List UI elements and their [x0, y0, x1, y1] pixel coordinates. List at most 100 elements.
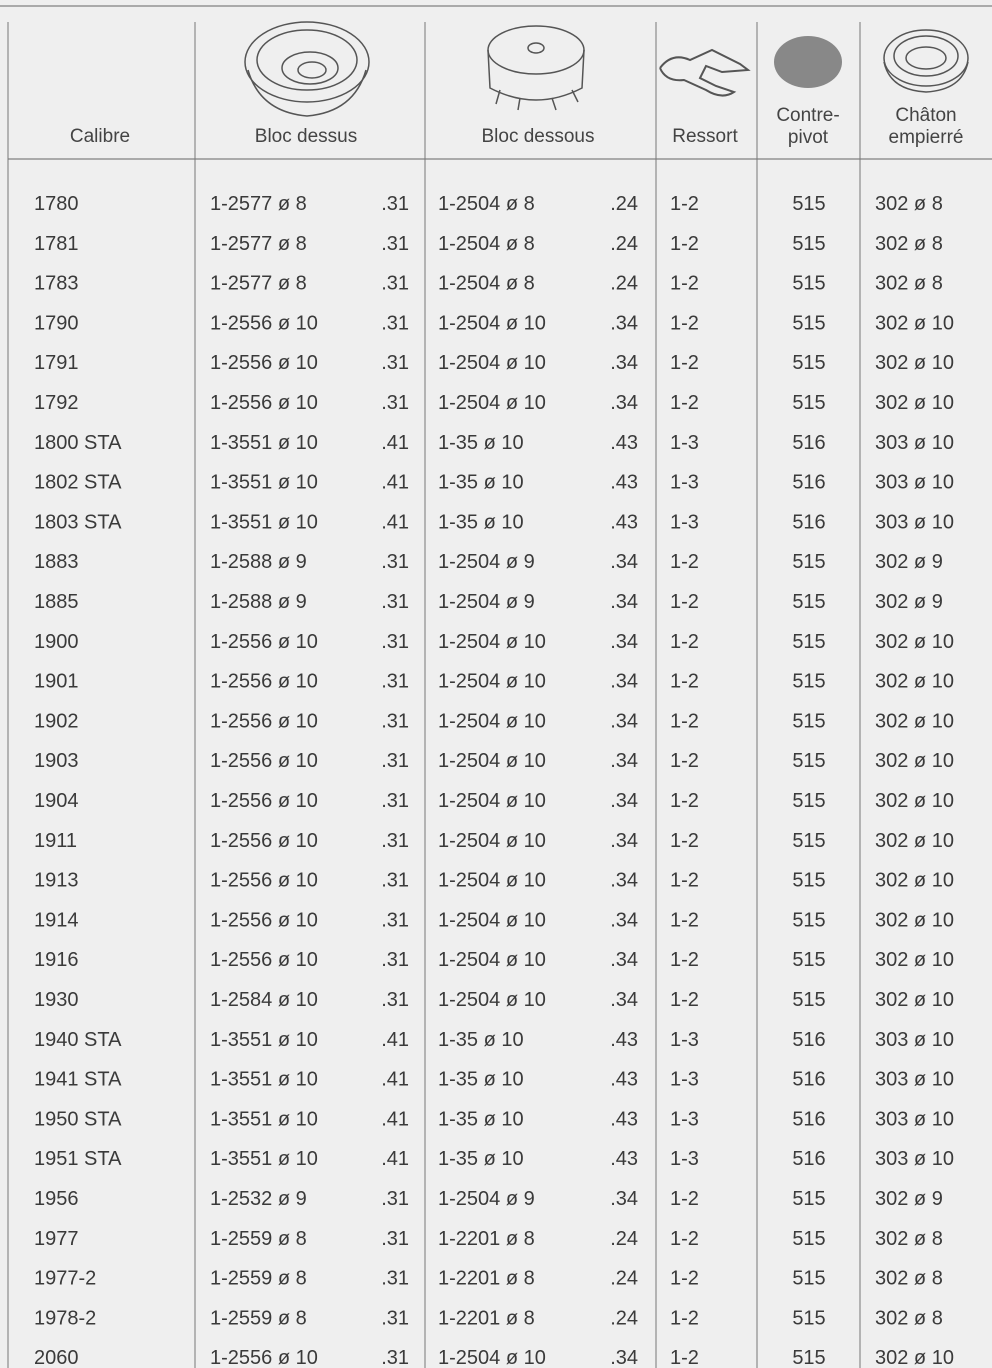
table-cell: 302 ø 10 [875, 312, 954, 334]
table-cell: 1-2504 ø 10 [438, 949, 546, 971]
table-cell: 1-2556 ø 10 [210, 949, 318, 971]
table-cell: .41 [381, 1148, 409, 1170]
table-cell: 1-2556 ø 10 [210, 909, 318, 931]
table-cell: 303 ø 10 [875, 1069, 954, 1091]
table-cell: 1951 STA [34, 1148, 122, 1170]
table-cell: .31 [381, 312, 409, 334]
table-cell: 1-2 [670, 909, 699, 931]
table-cell: 1-2556 ø 10 [210, 312, 318, 334]
table-cell: .43 [610, 1108, 638, 1130]
table-cell: 303 ø 10 [875, 511, 954, 533]
table-cell: 303 ø 10 [875, 1148, 954, 1170]
table-cell: .34 [610, 909, 638, 931]
table-cell: 302 ø 9 [875, 591, 943, 613]
table-cell: 1-2556 ø 10 [210, 1347, 318, 1368]
table-cell: 1-2577 ø 8 [210, 193, 307, 215]
header-cell: Calibre [70, 126, 130, 147]
table-cell: .41 [381, 472, 409, 494]
table-cell: 515 [792, 870, 825, 892]
chaton-icon [884, 30, 968, 92]
table-cell: .34 [610, 790, 638, 812]
table-cell: 1-35 ø 10 [438, 1108, 524, 1130]
table-cell: 515 [792, 909, 825, 931]
table-cell: .41 [381, 1069, 409, 1091]
table-cell: .31 [381, 193, 409, 215]
table-cell: 516 [792, 472, 825, 494]
table-cell: .34 [610, 750, 638, 772]
table-cell: 1-2 [670, 233, 699, 255]
table-cell: .34 [610, 312, 638, 334]
table-cell: 1-3 [670, 472, 699, 494]
table-cell: .34 [610, 1347, 638, 1368]
table-cell: 1901 [34, 671, 79, 693]
table-cell: 302 ø 10 [875, 1347, 954, 1368]
table-cell: 1-2 [670, 591, 699, 613]
table-cell: 303 ø 10 [875, 432, 954, 454]
table-cell: 1791 [34, 352, 79, 374]
table-cell: .43 [610, 432, 638, 454]
table-cell: 515 [792, 830, 825, 852]
table-cell: 1-2 [670, 1188, 699, 1210]
table-cell: 1-2504 ø 9 [438, 551, 535, 573]
table-cell: .31 [381, 591, 409, 613]
table-cell: 1900 [34, 631, 79, 653]
table-cell: .31 [381, 989, 409, 1011]
table-cell: 302 ø 9 [875, 1188, 943, 1210]
table-cell: 515 [792, 989, 825, 1011]
table-cell: 302 ø 10 [875, 989, 954, 1011]
table-cell: .31 [381, 909, 409, 931]
table-cell: 1950 STA [34, 1108, 122, 1130]
header-cell: Contre- [776, 105, 839, 126]
header-cell: Châton [895, 105, 956, 126]
table-cell: 1-2201 ø 8 [438, 1228, 535, 1250]
table-cell: 515 [792, 631, 825, 653]
table-cell: 1-2559 ø 8 [210, 1268, 307, 1290]
table-cell: 2060 [34, 1347, 79, 1368]
table-cell: 1883 [34, 551, 79, 573]
table-cell: 302 ø 10 [875, 790, 954, 812]
table-cell: 1-35 ø 10 [438, 432, 524, 454]
table-cell: 302 ø 10 [875, 830, 954, 852]
table-cell: 515 [792, 193, 825, 215]
table-cell: .41 [381, 1108, 409, 1130]
table-cell: .34 [610, 392, 638, 414]
table-cell: .31 [381, 273, 409, 295]
table-cell: .43 [610, 1148, 638, 1170]
table-cell: .43 [610, 1029, 638, 1051]
table-cell: 1-3551 ø 10 [210, 511, 318, 533]
table-cell: .31 [381, 1188, 409, 1210]
table-cell: 1-3551 ø 10 [210, 472, 318, 494]
table-cell: .34 [610, 591, 638, 613]
table-cell: 1-2504 ø 10 [438, 870, 546, 892]
table-cell: 302 ø 10 [875, 949, 954, 971]
table-cell: 515 [792, 949, 825, 971]
table-cell: 1903 [34, 750, 79, 772]
table-cell: 1-2504 ø 8 [438, 193, 535, 215]
table-cell: 1-2556 ø 10 [210, 870, 318, 892]
table-cell: 1-2577 ø 8 [210, 233, 307, 255]
table-cell: 1-2 [670, 830, 699, 852]
table-cell: .34 [610, 949, 638, 971]
table-cell: 302 ø 10 [875, 631, 954, 653]
table-cell: 1-3551 ø 10 [210, 1029, 318, 1051]
table-cell: 1-2504 ø 10 [438, 790, 546, 812]
table-cell: 302 ø 8 [875, 273, 943, 295]
table-cell: 1-2 [670, 989, 699, 1011]
table-cell: 302 ø 10 [875, 392, 954, 414]
table-cell: 516 [792, 1108, 825, 1130]
table-cell: 515 [792, 273, 825, 295]
table-cell: 1-2556 ø 10 [210, 631, 318, 653]
table-cell: 1803 STA [34, 511, 122, 533]
table-cell: .34 [610, 352, 638, 374]
table-cell: 515 [792, 1307, 825, 1329]
table-cell: 1-2 [670, 631, 699, 653]
table-cell: 1-2504 ø 10 [438, 352, 546, 374]
table-cell: 1-2504 ø 10 [438, 750, 546, 772]
table-cell: 303 ø 10 [875, 472, 954, 494]
table-cell: 1-2559 ø 8 [210, 1228, 307, 1250]
table-cell: 1-3 [670, 1029, 699, 1051]
table-cell: .31 [381, 1228, 409, 1250]
table-cell: 516 [792, 511, 825, 533]
table-cell: 1-2504 ø 10 [438, 671, 546, 693]
table-cell: 302 ø 8 [875, 1228, 943, 1250]
